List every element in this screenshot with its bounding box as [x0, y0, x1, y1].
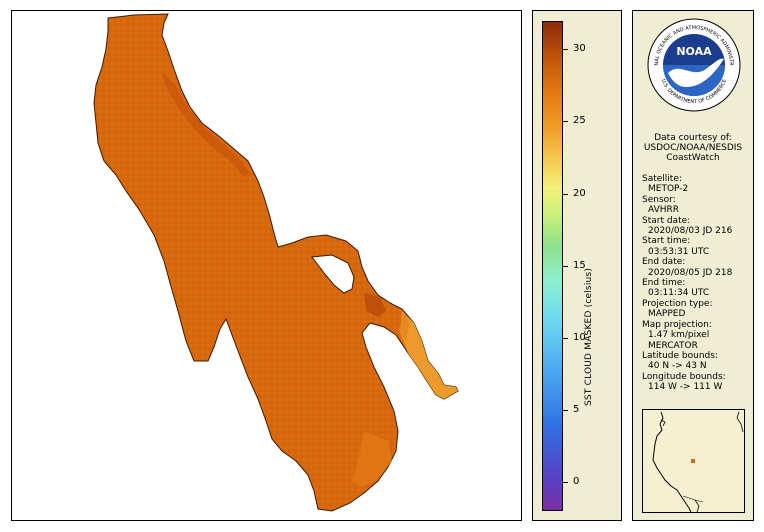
warm-patch	[364, 293, 386, 317]
latitude-bounds-value: 40 N -> 43 N	[648, 361, 707, 372]
tick-label: 0	[573, 476, 580, 487]
sensor-label: Sensor:	[642, 194, 676, 205]
shallow-arm	[400, 311, 458, 399]
longitude-bounds-label: Longitude bounds:	[642, 371, 726, 382]
shallow-patch	[398, 313, 410, 341]
region-marker	[691, 459, 695, 463]
start-time-value: 03:53:31 UTC	[648, 246, 710, 257]
lake-body	[93, 13, 459, 512]
colorbar	[542, 21, 563, 511]
tick-label: 25	[573, 115, 586, 126]
logo-center-text: NOAA	[676, 45, 712, 58]
colorbar-title: SST CLOUD MASKED (celsius)	[584, 267, 594, 406]
projection-type-value: MAPPED	[648, 309, 686, 320]
island	[311, 254, 355, 294]
info-panel: NOAA NATIONAL OCEANIC AND ATMOSPHERIC AD…	[632, 10, 754, 521]
locator-map	[642, 409, 745, 513]
end-date-label: End date:	[642, 257, 686, 268]
map-projection-label: Map projection:	[642, 319, 712, 330]
latitude-bounds-label: Latitude bounds:	[642, 350, 718, 361]
tick-label: 10	[573, 332, 586, 343]
tick-label: 20	[573, 188, 586, 199]
tick-label: 30	[573, 43, 586, 54]
border-line	[682, 495, 704, 503]
coast-detail	[660, 419, 666, 427]
tick-label: 5	[573, 404, 580, 415]
start-date-label: Start date:	[642, 215, 691, 226]
satellite-label: Satellite:	[642, 174, 682, 184]
gulf-coast	[694, 499, 700, 512]
sst-map	[11, 10, 522, 521]
colorbar-panel: 30 25 20 15 10 5 0 SST CLOUD MASKED (cel…	[532, 10, 622, 521]
map-projection-value: MERCATOR	[648, 340, 698, 351]
end-time-value: 03:11:34 UTC	[648, 288, 710, 299]
east-border	[736, 411, 744, 433]
satellite-value: METOP-2	[648, 184, 689, 195]
south-shallow	[352, 431, 392, 487]
end-date-value: 2020/08/05 JD 218	[648, 267, 733, 278]
tick-label: 15	[573, 260, 586, 271]
resolution-value: 1.47 km/pixel	[648, 330, 710, 341]
warm-band	[162, 71, 250, 177]
metadata: Satellite: METOP-2 Sensor: AVHRR Start d…	[642, 174, 732, 393]
projection-type-label: Projection type:	[642, 298, 713, 309]
sensor-value: AVHRR	[648, 205, 680, 216]
start-date-value: 2020/08/03 JD 216	[648, 226, 733, 237]
west-coastline	[652, 411, 692, 512]
longitude-bounds-value: 114 W -> 111 W	[648, 382, 723, 393]
start-time-label: Start time:	[642, 236, 691, 247]
courtesy-line: Data courtesy of:	[654, 133, 732, 143]
data-courtesy: Data courtesy of: USDOC/NOAA/NESDIS Coas…	[633, 133, 753, 163]
lake-map-svg	[93, 13, 459, 512]
locator-map-svg	[652, 411, 744, 512]
courtesy-line: USDOC/NOAA/NESDIS	[643, 143, 743, 153]
end-time-label: End time:	[642, 278, 686, 289]
courtesy-line: CoastWatch	[666, 153, 720, 163]
noaa-logo-icon: NOAA NATIONAL OCEANIC AND ATMOSPHERIC AD…	[646, 17, 741, 112]
